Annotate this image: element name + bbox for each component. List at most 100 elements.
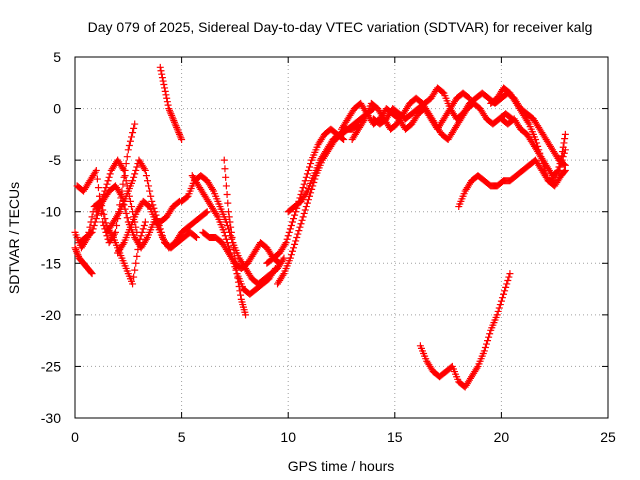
data-point: [209, 185, 217, 193]
data-point: [504, 276, 512, 284]
data-point: [280, 254, 288, 262]
data-point: [234, 278, 242, 286]
data-point: [464, 93, 472, 101]
data-point: [299, 184, 307, 192]
data-point: [133, 163, 141, 171]
data-point: [112, 228, 120, 236]
series-arc-7: [114, 197, 211, 257]
data-point: [129, 280, 137, 288]
data-point: [158, 74, 166, 82]
data-point: [90, 221, 98, 229]
data-point: [222, 235, 230, 243]
data-point: [221, 232, 229, 240]
data-point: [290, 244, 298, 252]
series-arc-12: [220, 156, 250, 319]
data-point: [119, 180, 127, 188]
data-point: [229, 239, 237, 247]
data-point: [87, 229, 95, 237]
data-point: [165, 105, 173, 113]
data-point: [170, 118, 178, 126]
data-point: [72, 247, 80, 255]
data-point: [130, 273, 138, 281]
data-point: [167, 110, 175, 118]
data-point: [303, 199, 311, 207]
data-point: [551, 177, 559, 185]
x-tick-labels: 0 5 10 15 20 25: [71, 429, 616, 445]
data-point: [92, 215, 100, 223]
data-point: [360, 117, 368, 125]
data-point: [193, 234, 201, 241]
data-point: [117, 191, 125, 199]
data-point: [91, 218, 99, 226]
data-point: [281, 240, 289, 248]
data-point: [126, 197, 134, 205]
data-point: [306, 163, 314, 171]
data-point: [503, 280, 511, 288]
data-point: [213, 211, 221, 219]
data-point: [524, 118, 532, 126]
data-point: [130, 124, 138, 132]
data-point: [295, 227, 303, 235]
data-point: [556, 163, 564, 171]
data-point: [495, 304, 503, 312]
data-point: [561, 166, 569, 174]
data-point: [282, 239, 290, 247]
data-point: [115, 209, 123, 217]
data-point: [554, 167, 562, 175]
data-point: [221, 165, 229, 173]
data-point: [129, 177, 137, 185]
data-point: [168, 111, 176, 119]
data-point: [106, 170, 114, 178]
data-point: [127, 133, 135, 141]
data-point: [276, 259, 284, 267]
data-point: [287, 221, 295, 229]
data-point: [87, 268, 95, 276]
data-point: [293, 234, 301, 241]
data-point: [166, 108, 174, 116]
data-point: [130, 173, 138, 181]
data-point: [142, 172, 150, 180]
data-point: [279, 256, 287, 264]
data-point: [173, 123, 181, 131]
data-point: [304, 196, 312, 204]
data-point: [124, 146, 132, 154]
data-point: [561, 130, 569, 138]
data-point: [304, 166, 312, 174]
y-tick-label: 0: [53, 101, 61, 117]
series-arc-8: [156, 63, 186, 144]
data-point: [233, 270, 241, 278]
data-point: [127, 203, 135, 211]
data-point: [270, 266, 278, 274]
data-point: [303, 170, 311, 178]
data-point: [287, 251, 295, 259]
data-point: [203, 208, 211, 216]
data-point: [275, 258, 283, 266]
data-point: [561, 135, 569, 143]
data-point: [501, 287, 509, 295]
y-axis-title: SDTVAR / TECUs: [6, 182, 22, 294]
data-point: [500, 290, 508, 298]
data-point: [560, 139, 568, 147]
data-point: [129, 129, 137, 137]
series-arc-6: [103, 156, 201, 252]
data-point: [132, 259, 140, 267]
data-point: [283, 235, 291, 243]
data-point: [481, 344, 489, 352]
data-point: [236, 287, 244, 295]
data-point: [137, 232, 145, 240]
data-point: [133, 252, 141, 260]
data-point: [223, 191, 231, 199]
data-point: [156, 63, 164, 71]
data-point: [172, 122, 180, 130]
data-point: [119, 240, 127, 248]
series-arc-11: [199, 228, 284, 272]
data-point: [141, 166, 149, 174]
data-point: [231, 254, 239, 262]
y-tick-label: -15: [41, 255, 61, 271]
data-point: [122, 209, 130, 217]
data-point: [98, 209, 106, 217]
data-point: [141, 218, 149, 226]
data-point: [300, 209, 308, 217]
y-tick-label: -10: [41, 204, 61, 220]
